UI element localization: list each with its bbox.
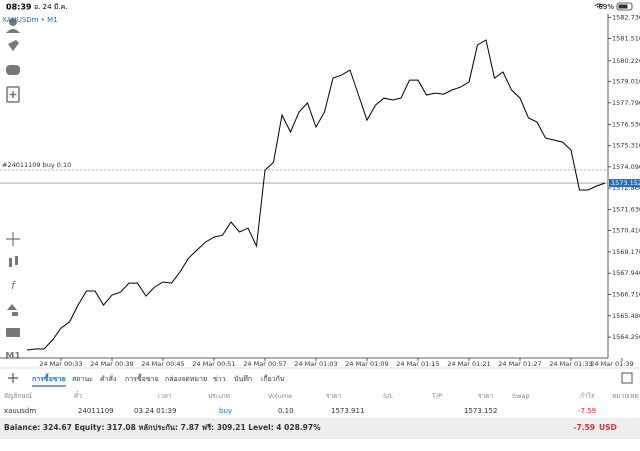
tab[interactable]: ข่าว (213, 375, 226, 383)
x-tick-label: 24 Mar 00:45 (141, 360, 184, 368)
tab[interactable]: กล่องจดหมาย (165, 375, 207, 383)
y-tick-label: 1581.510 (612, 34, 640, 42)
table-cell: 03.24 01:39 (134, 407, 176, 415)
add-icon[interactable] (6, 86, 20, 103)
trade-table: สัญลักษณ์ ตั๋ว เวลา ประเภท Volume ราคา S/L T/P ร… (4, 391, 639, 415)
left-toolbar: f (6, 18, 20, 337)
battery-icon (616, 2, 633, 11)
tab[interactable]: การซื้อขาย (32, 372, 66, 383)
table-header: กำไร (580, 392, 595, 400)
tab[interactable]: คำสั่ง (100, 374, 116, 383)
y-tick-label: 1570.410 (612, 226, 640, 234)
x-tick-label: 24 Mar 01:15 (396, 360, 439, 368)
footer-bg (0, 418, 640, 439)
add-icon-plus (9, 91, 17, 98)
x-tick-label: 24 Mar 01:09 (345, 360, 388, 368)
y-tick-label: 1566.710 (612, 291, 640, 299)
trade-icon[interactable] (8, 40, 19, 51)
tab[interactable]: การซื้อขาย (125, 372, 159, 383)
x-tick-label: 24 Mar 01:21 (447, 360, 490, 368)
table-header: สัญลักษณ์ (4, 392, 32, 400)
table-cell: xauusdm (4, 407, 36, 415)
timeframe-button[interactable]: M1 (5, 352, 20, 362)
y-tick-label: 1572.860 (612, 184, 640, 192)
status-time: 08:39 (6, 3, 32, 12)
table-header: T/P (431, 392, 442, 400)
table-header: เวลา (158, 392, 172, 400)
x-tick-label: 24 Mar 01:03 (294, 360, 337, 368)
expand-button[interactable] (621, 372, 633, 384)
table-cell: 24011109 (78, 407, 114, 415)
template-icon[interactable] (6, 328, 20, 337)
table-cell: 0.10 (278, 407, 294, 415)
x-tick-label: 24 Mar 01:39 (590, 360, 633, 368)
table-cell: -7.59 (578, 407, 596, 415)
account-summary: Balance: 324.67 Equity: 317.08 หลักประกั… (4, 423, 321, 432)
y-tick-label: 1567.940 (612, 269, 640, 277)
y-tick-label: 1576.530 (612, 121, 640, 129)
account-icon[interactable] (9, 18, 17, 26)
crosshair-icon[interactable] (6, 232, 20, 246)
y-tick-label: 1580.220 (612, 57, 640, 65)
x-tick-label: 24 Mar 00:51 (192, 360, 235, 368)
price-line-series (26, 39, 606, 351)
x-tick-label: 24 Mar 00:39 (90, 360, 133, 368)
status-date: อ. 24 มี.ค. (34, 3, 68, 11)
y-tick-label: 1582.730 (612, 13, 640, 21)
y-tick-label: 1569.170 (612, 248, 640, 256)
account-icon-body (6, 29, 20, 33)
total-profit: -7.59 (573, 423, 595, 432)
wifi-icon (594, 3, 605, 8)
tabs: การซื้อขาย สถานะ คำสั่ง การซื้อขาย กล่องจดหม… (32, 372, 284, 387)
price-tag (609, 179, 640, 188)
y-tick-label: 1577.790 (612, 99, 640, 107)
table-header: S/L (383, 392, 393, 400)
table-header: ตั๋ว (74, 391, 82, 400)
y-tick-label: 1574.090 (612, 163, 640, 171)
y-tick-label: 1565.480 (612, 312, 640, 320)
table-header: ราคา (478, 392, 493, 400)
objects-icon[interactable] (7, 304, 18, 316)
tab[interactable]: บันทึก (234, 374, 252, 383)
indicator-icon[interactable]: f (11, 279, 17, 292)
chat-icon[interactable] (6, 65, 20, 75)
table-header: Swap (512, 392, 530, 400)
symbol-label: XAUUSDm • M1 (2, 16, 58, 24)
candle-icon-2 (15, 256, 18, 265)
x-tick-label: 24 Mar 01:33 (549, 360, 592, 368)
currency: USD (599, 423, 617, 432)
y-tick-label: 1575.310 (612, 142, 640, 150)
y-tick-label: 1579.010 (612, 78, 640, 86)
order-label: #24011109 buy 0.10 (2, 161, 71, 169)
candle-icon[interactable] (9, 258, 12, 267)
table-header: ประเภท (208, 392, 230, 400)
chart: 1582.730 1581.510 1580.220 1579.010 1577.790… (0, 13, 640, 368)
y-tick-label: 1571.630 (612, 205, 640, 213)
x-tick-label: 24 Mar 00:57 (243, 360, 286, 368)
x-tick-label: 24 Mar 01:27 (498, 360, 541, 368)
x-tick-label: 24 Mar 00:33 (39, 360, 82, 368)
table-header: หมายเหตุ (612, 392, 639, 400)
table-header: Volume (268, 392, 292, 400)
tab[interactable]: สถานะ (72, 375, 93, 383)
table-header: ราคา (326, 392, 341, 400)
new-order-button[interactable] (8, 373, 18, 383)
tab[interactable]: เกี่ยวกับ (261, 374, 284, 383)
battery-text: 69% (598, 3, 614, 11)
battery-level (618, 4, 628, 9)
table-cell: 1573.152 (464, 407, 497, 415)
y-tick-label: 1564.250 (612, 333, 640, 341)
price-tag-label: 1573.152 (611, 179, 640, 187)
table-cell: 1573.911 (331, 407, 364, 415)
table-cell: buy (219, 407, 232, 415)
